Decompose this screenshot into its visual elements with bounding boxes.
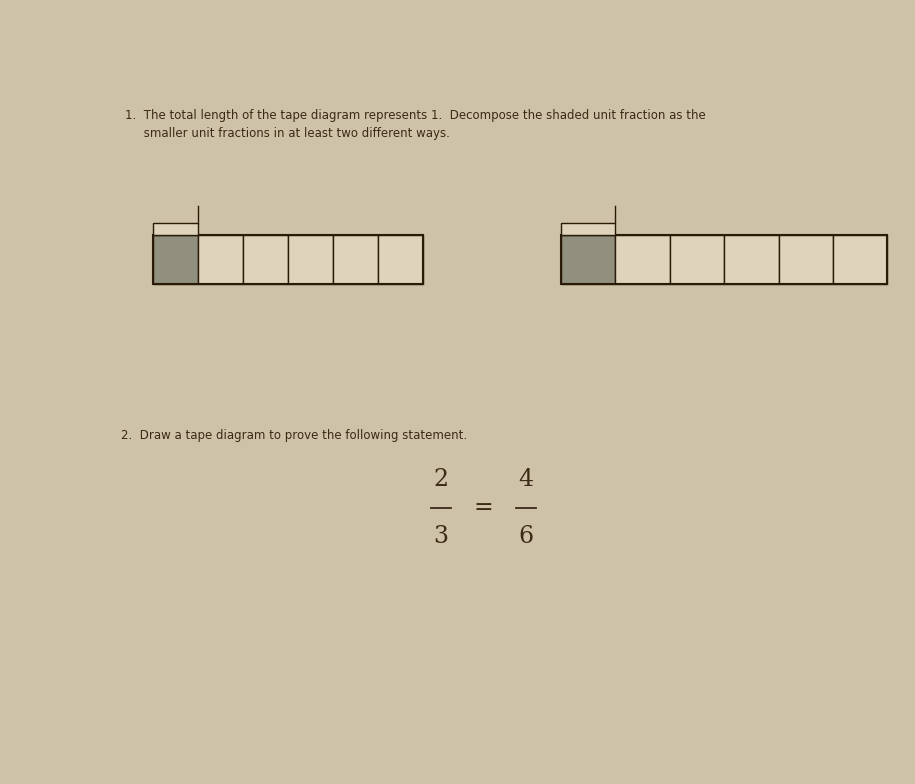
Bar: [561, 234, 888, 285]
Bar: [616, 234, 670, 285]
Bar: [199, 234, 243, 285]
Bar: [378, 234, 423, 285]
Bar: [779, 234, 833, 285]
Text: 2.  Draw a tape diagram to prove the following statement.: 2. Draw a tape diagram to prove the foll…: [122, 429, 468, 442]
Bar: [154, 223, 199, 234]
Bar: [670, 234, 725, 285]
Text: 6: 6: [518, 524, 533, 547]
Bar: [154, 234, 423, 285]
Text: 2: 2: [433, 468, 448, 491]
Bar: [333, 234, 378, 285]
Bar: [154, 234, 199, 285]
Text: 3: 3: [433, 524, 448, 547]
Bar: [561, 223, 616, 234]
Bar: [243, 234, 288, 285]
Bar: [725, 234, 779, 285]
Text: 4: 4: [518, 468, 533, 491]
Bar: [833, 234, 888, 285]
Text: 1.  The total length of the tape diagram represents 1.  Decompose the shaded uni: 1. The total length of the tape diagram …: [125, 109, 705, 140]
Bar: [288, 234, 333, 285]
Bar: [561, 234, 616, 285]
Text: =: =: [473, 496, 493, 519]
